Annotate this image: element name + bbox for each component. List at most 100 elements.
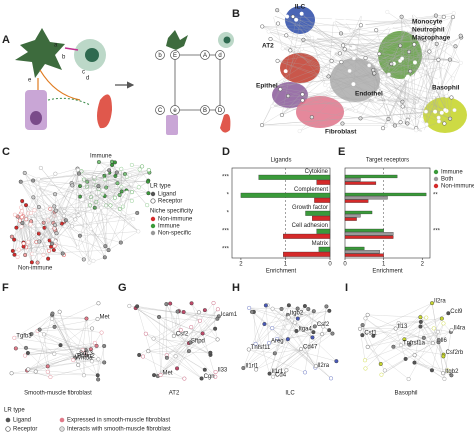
edge [303,31,423,40]
edge [22,187,39,224]
node [73,217,78,222]
node [137,167,142,172]
node [75,245,80,250]
bar [314,197,331,203]
node [433,109,438,114]
edge [405,29,447,111]
edge [79,235,90,263]
node [295,306,300,311]
edge [347,46,427,125]
node [398,43,403,48]
node [29,332,34,337]
edge [312,37,333,54]
node [449,373,454,378]
edge [367,314,427,318]
node [420,29,425,34]
edge [353,44,415,85]
edge [198,312,219,317]
node [164,355,169,360]
node [329,58,334,63]
node-letter: A [203,53,207,59]
node [360,333,365,338]
edge [50,362,105,378]
node [411,75,416,80]
node [263,303,268,308]
edge [384,339,439,371]
bar [312,215,331,221]
node [290,14,295,19]
interaction [47,97,91,106]
node [404,76,409,81]
cell-shape [223,36,231,44]
edge [74,172,90,263]
edge [300,348,332,379]
edge [360,15,436,26]
edge [60,345,98,376]
edge [120,184,132,243]
edge [435,15,461,63]
node [262,322,267,327]
cell-letter: a [54,43,58,49]
edge [261,39,304,126]
node [410,24,415,29]
node [23,253,28,258]
panel-letter: A [2,34,10,46]
legend-label: Immune [158,224,180,230]
node [367,63,372,68]
edge [373,73,396,126]
node [414,128,419,133]
node [102,255,107,260]
edge [287,339,316,368]
edge [158,316,161,375]
node [36,205,41,210]
node [136,185,141,190]
edge [157,318,218,377]
edge [272,97,452,107]
bar [344,192,427,197]
node [96,357,101,362]
edge [362,318,366,336]
bar [344,196,388,200]
node [157,314,162,319]
edge [248,349,306,373]
diagram-edge [174,54,221,111]
node [400,104,405,109]
node [400,99,405,104]
node [42,225,47,230]
legend-label: Interacts with smooth-muscle fibroblast [67,427,171,433]
node [215,337,220,342]
gene-label: Il13 [398,324,408,330]
node [340,121,345,126]
edge [34,206,55,255]
node [73,189,78,194]
node-letter: D [218,108,223,114]
node [458,60,463,65]
node [25,350,30,355]
node [365,344,370,349]
edge [37,330,51,378]
edge [446,96,451,119]
x-tick-label: 1 [382,262,386,268]
node [49,316,54,321]
node-letter: b [158,53,162,59]
node [300,98,305,103]
node [326,74,331,79]
edge [438,340,444,374]
edge [75,191,102,208]
node [453,44,458,49]
subnetwork-caption: Smooth-muscle fibroblast [24,391,92,397]
gene-label: Icam1 [221,312,238,318]
edge [256,348,302,370]
node [54,231,59,236]
edge [83,184,127,193]
edge [374,24,438,74]
panel-letter: I [345,282,348,294]
edge [105,218,134,247]
node [9,371,14,376]
node [326,87,331,92]
edge [17,215,55,258]
edge [362,325,381,365]
node [60,251,65,256]
edge [272,330,330,377]
node [436,119,441,124]
